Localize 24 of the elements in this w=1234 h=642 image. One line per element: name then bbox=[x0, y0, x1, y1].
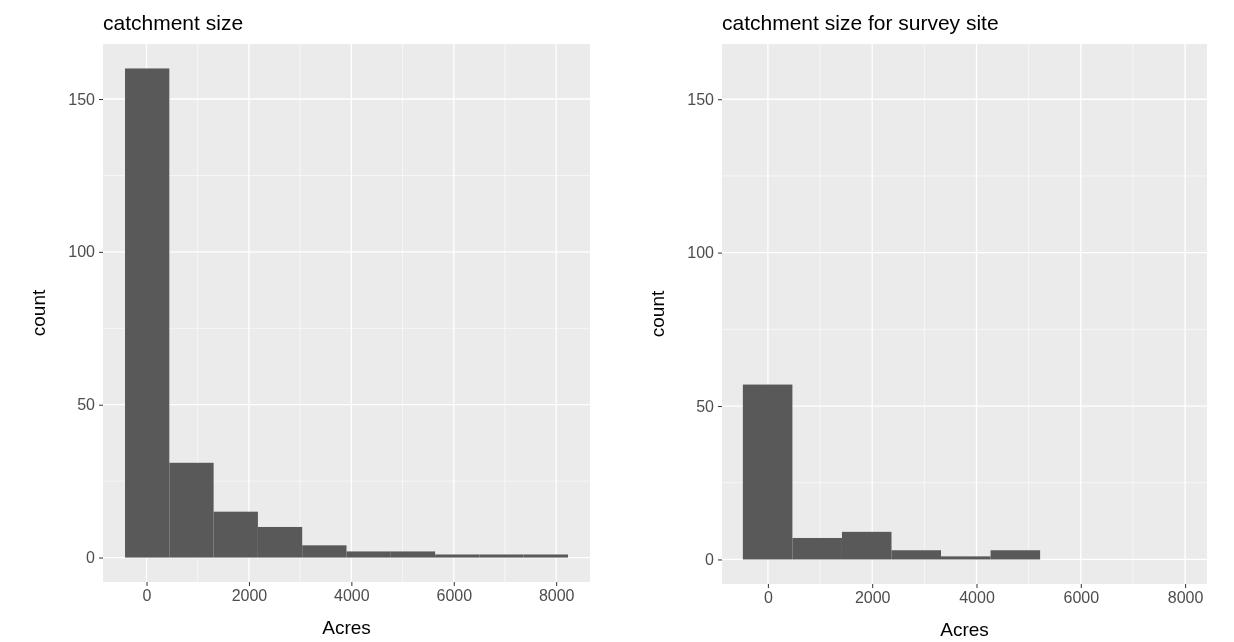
x-axis-title: Acres bbox=[322, 617, 371, 638]
x-tick-label: 6000 bbox=[436, 587, 473, 605]
y-tick-label: 0 bbox=[86, 549, 96, 567]
y-tick-label: 150 bbox=[68, 90, 96, 108]
chart-title: catchment size bbox=[103, 11, 244, 34]
x-tick-label: 8000 bbox=[1167, 589, 1204, 607]
x-tick-label: 8000 bbox=[538, 587, 575, 605]
x-tick-label: 2000 bbox=[231, 587, 268, 605]
y-tick-label: 0 bbox=[705, 551, 715, 569]
x-tick-label: 2000 bbox=[854, 589, 891, 607]
y-axis-title: count bbox=[647, 290, 668, 338]
chart-title: catchment size for survey site bbox=[722, 11, 999, 34]
x-tick-label: 0 bbox=[142, 587, 152, 605]
y-tick-label: 150 bbox=[687, 90, 715, 108]
y-tick-label: 50 bbox=[77, 396, 96, 414]
y-tick-label: 100 bbox=[68, 243, 96, 261]
x-tick-label: 0 bbox=[763, 589, 773, 607]
x-axis-title: Acres bbox=[940, 619, 989, 640]
x-tick-label: 4000 bbox=[959, 589, 995, 607]
x-tick-label: 6000 bbox=[1063, 589, 1100, 607]
y-tick-label: 50 bbox=[696, 397, 715, 415]
x-tick-label: 4000 bbox=[334, 587, 370, 605]
y-axis-title: count bbox=[28, 289, 49, 337]
y-tick-label: 100 bbox=[687, 244, 715, 262]
